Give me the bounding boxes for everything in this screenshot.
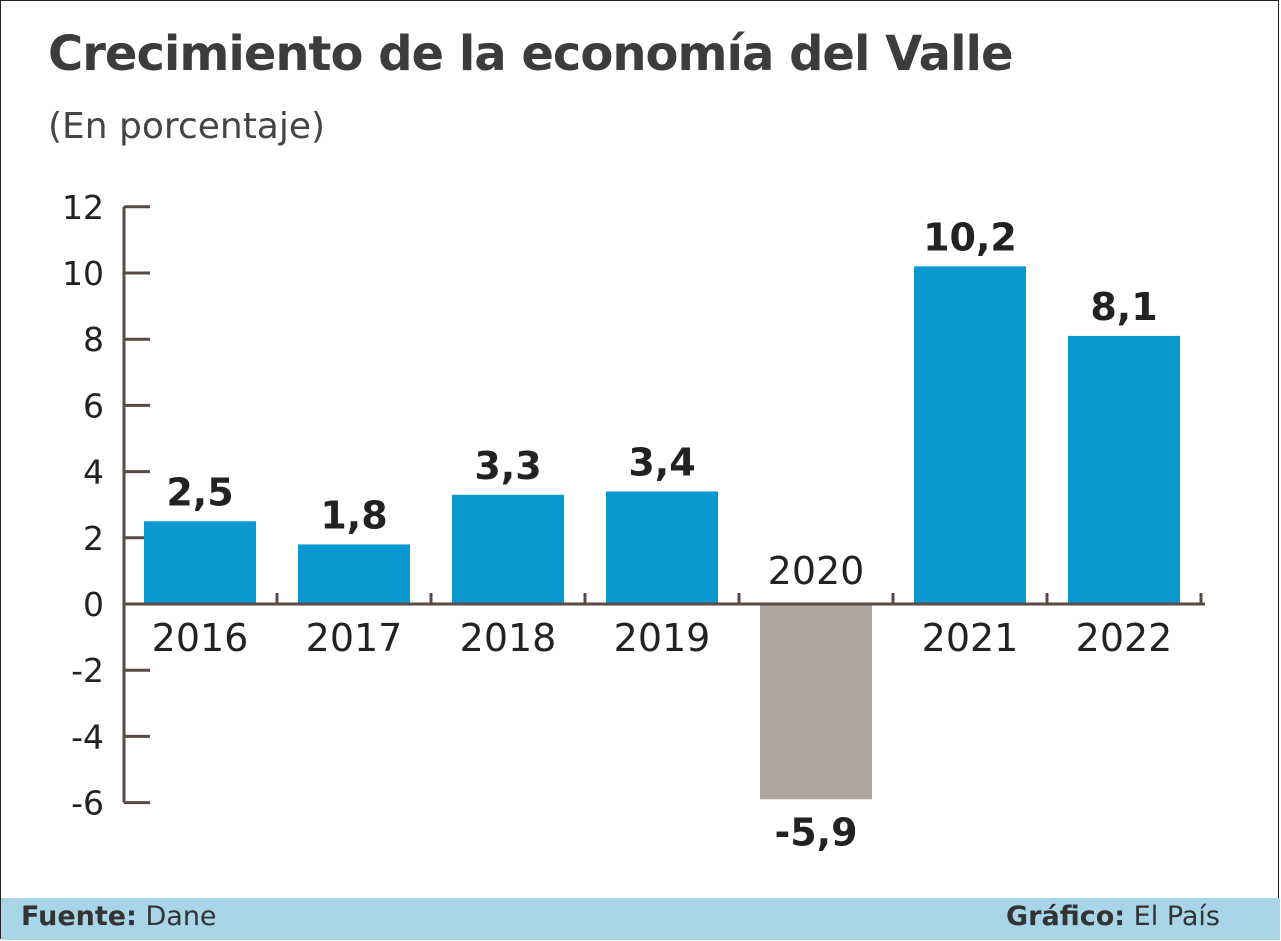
chart-subtitle: (En porcentaje) [48, 106, 326, 147]
bar-chart: 12 10 8 6 4 2 0 -2 -4 -6 2016 2,5 2017 1,8 2018 3,3 2019… [62, 188, 1205, 854]
x-tick-label: 2016 [152, 616, 249, 660]
x-tick-label: 2018 [460, 616, 557, 660]
y-tick-label: 6 [83, 386, 104, 425]
x-tick-label: 2017 [306, 616, 403, 660]
y-tick-label: 12 [62, 188, 104, 227]
y-tick-label: 8 [83, 320, 104, 359]
x-tick-label: 2021 [922, 616, 1019, 660]
x-tick-label: 2020 [768, 549, 865, 593]
data-label: 8,1 [1090, 285, 1157, 329]
data-label: 3,3 [474, 444, 541, 488]
source-label: Fuente [21, 901, 127, 932]
data-label: 10,2 [923, 215, 1017, 259]
y-tick-label: 2 [83, 519, 104, 558]
data-label: 1,8 [320, 493, 387, 537]
x-tick-label: 2022 [1076, 616, 1173, 660]
footer-bar: Fuente: Dane Gráfico: El País [1, 898, 1280, 940]
x-tick-label: 2019 [614, 616, 711, 660]
bar-2020 [760, 604, 872, 800]
bar-2021 [914, 266, 1026, 604]
y-tick-label: -2 [71, 651, 104, 690]
footer-source: Fuente: Dane [21, 901, 217, 932]
credit-value: El País [1133, 901, 1220, 932]
footer-credit: Gráfico: El País [1006, 901, 1220, 932]
data-label: 2,5 [166, 470, 233, 514]
bar-2022 [1068, 335, 1180, 604]
source-value: Dane [145, 901, 217, 932]
bar-2017 [298, 544, 410, 604]
bar-2016 [144, 521, 256, 604]
bar-2018 [452, 494, 564, 604]
data-label: -5,9 [774, 810, 857, 854]
y-tick-label: 10 [62, 254, 104, 293]
chart-title: Crecimiento de la economía del Valle [48, 26, 1014, 82]
data-label: 3,4 [628, 440, 695, 484]
y-tick-label: 4 [83, 453, 104, 492]
bar-2019 [606, 491, 718, 604]
y-tick-label: -6 [71, 784, 104, 823]
y-tick-label: -4 [71, 717, 104, 756]
y-tick-label: 0 [83, 585, 104, 624]
credit-label: Gráfico [1006, 901, 1115, 932]
